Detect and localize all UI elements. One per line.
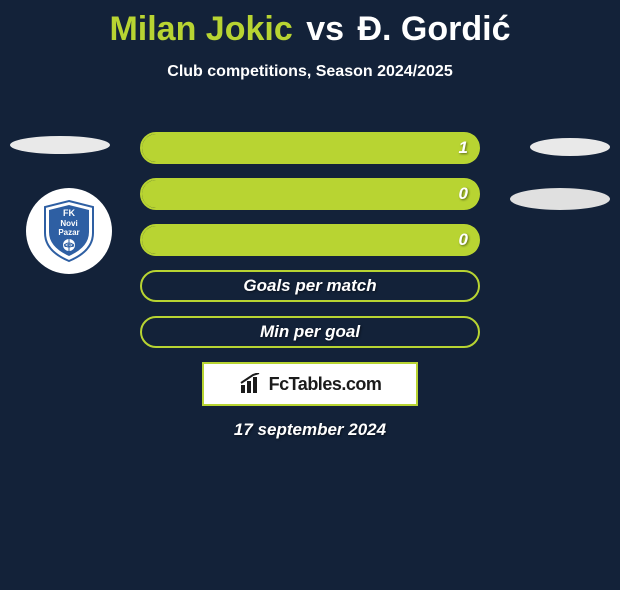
player2-name: Đ. Gordić [357,10,510,48]
stat-value: 0 [459,230,468,250]
brand-text: FcTables.com [269,374,382,395]
stat-fill [142,226,478,254]
club-shield-icon: FK Novi Pazar 1928 [41,199,97,263]
badge-text-fk: FK [63,208,75,218]
stat-value: 0 [459,184,468,204]
stat-value: 1 [459,138,468,158]
stats-container: Matches 1 Goals 0 Hattricks 0 Goals per … [140,132,480,362]
stat-row-matches: Matches 1 [140,132,480,164]
badge-text-pazar: Pazar [58,228,79,237]
stat-row-goals-per-match: Goals per match [140,270,480,302]
stat-fill [142,180,478,208]
vs-text: vs [306,10,344,48]
stat-row-min-per-goal: Min per goal [140,316,480,348]
placeholder-ellipse-right-2 [510,188,610,210]
stat-label: Min per goal [260,322,360,342]
comparison-title: Milan Jokic vs Đ. Gordić [0,10,620,49]
badge-year: 1928 [64,243,75,248]
placeholder-ellipse-right-1 [530,138,610,156]
placeholder-ellipse-left [10,136,110,154]
brand-box[interactable]: FcTables.com [202,362,418,406]
date-text: 17 september 2024 [234,420,386,440]
brand-chart-icon [239,373,263,395]
club-badge: FK Novi Pazar 1928 [26,188,112,274]
stat-label: Goals per match [243,276,376,296]
stat-fill [142,134,478,162]
badge-text-novi: Novi [60,219,77,228]
stat-row-goals: Goals 0 [140,178,480,210]
player1-name: Milan Jokic [109,10,292,48]
subtitle: Club competitions, Season 2024/2025 [0,63,620,81]
stat-row-hattricks: Hattricks 0 [140,224,480,256]
